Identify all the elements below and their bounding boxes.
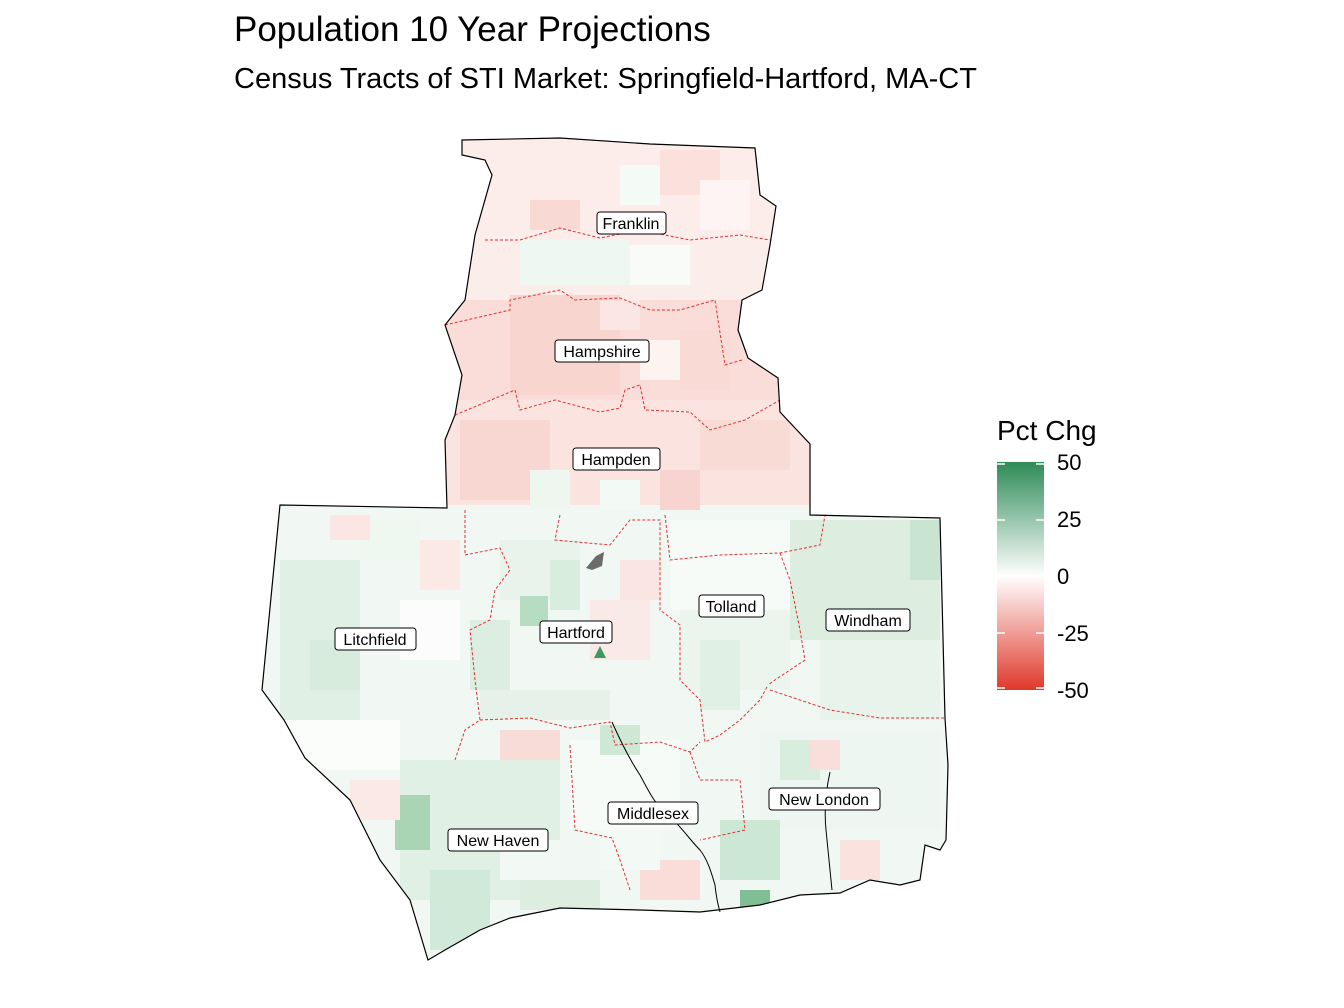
svg-text:New Haven: New Haven <box>457 833 540 850</box>
label-litchfield: Litchfield <box>334 627 417 651</box>
legend-tick-0: 0 <box>1057 564 1070 589</box>
svg-text:Hampden: Hampden <box>581 452 650 469</box>
county-labels: Franklin Hampshire Hampden Litchfield Ha… <box>334 211 911 852</box>
label-windham: Windham <box>825 608 911 632</box>
label-new-london: New London <box>768 787 881 811</box>
label-tolland: Tolland <box>698 594 765 618</box>
label-hartford: Hartford <box>539 620 613 644</box>
legend-tick-neg25: -25 <box>1057 621 1089 646</box>
legend-tick-50: 50 <box>1057 450 1082 475</box>
label-hampden: Hampden <box>572 447 661 471</box>
market-outline <box>261 137 949 961</box>
svg-text:Middlesex: Middlesex <box>617 806 689 823</box>
legend-tick-neg50: -50 <box>1057 678 1089 703</box>
county-boundaries <box>444 227 945 891</box>
connecticut-river <box>611 721 721 913</box>
svg-text:Franklin: Franklin <box>603 216 660 233</box>
label-franklin: Franklin <box>596 211 667 235</box>
svg-text:Hartford: Hartford <box>547 625 605 642</box>
legend-tick-25: 25 <box>1057 507 1082 532</box>
legend-title: Pct Chg <box>997 415 1097 446</box>
svg-text:Hampshire: Hampshire <box>563 344 640 361</box>
label-middlesex: Middlesex <box>607 801 699 825</box>
map-title: Population 10 Year Projections <box>234 10 711 49</box>
svg-text:Windham: Windham <box>834 613 902 630</box>
svg-text:Tolland: Tolland <box>706 599 757 616</box>
svg-text:New London: New London <box>779 792 869 809</box>
legend-color-bar <box>997 462 1044 690</box>
label-hampshire: Hampshire <box>554 339 650 363</box>
svg-text:Litchfield: Litchfield <box>343 632 406 649</box>
label-new-haven: New Haven <box>447 828 549 852</box>
map-subtitle: Census Tracts of STI Market: Springfield… <box>234 63 977 95</box>
tract-fills <box>262 138 948 960</box>
